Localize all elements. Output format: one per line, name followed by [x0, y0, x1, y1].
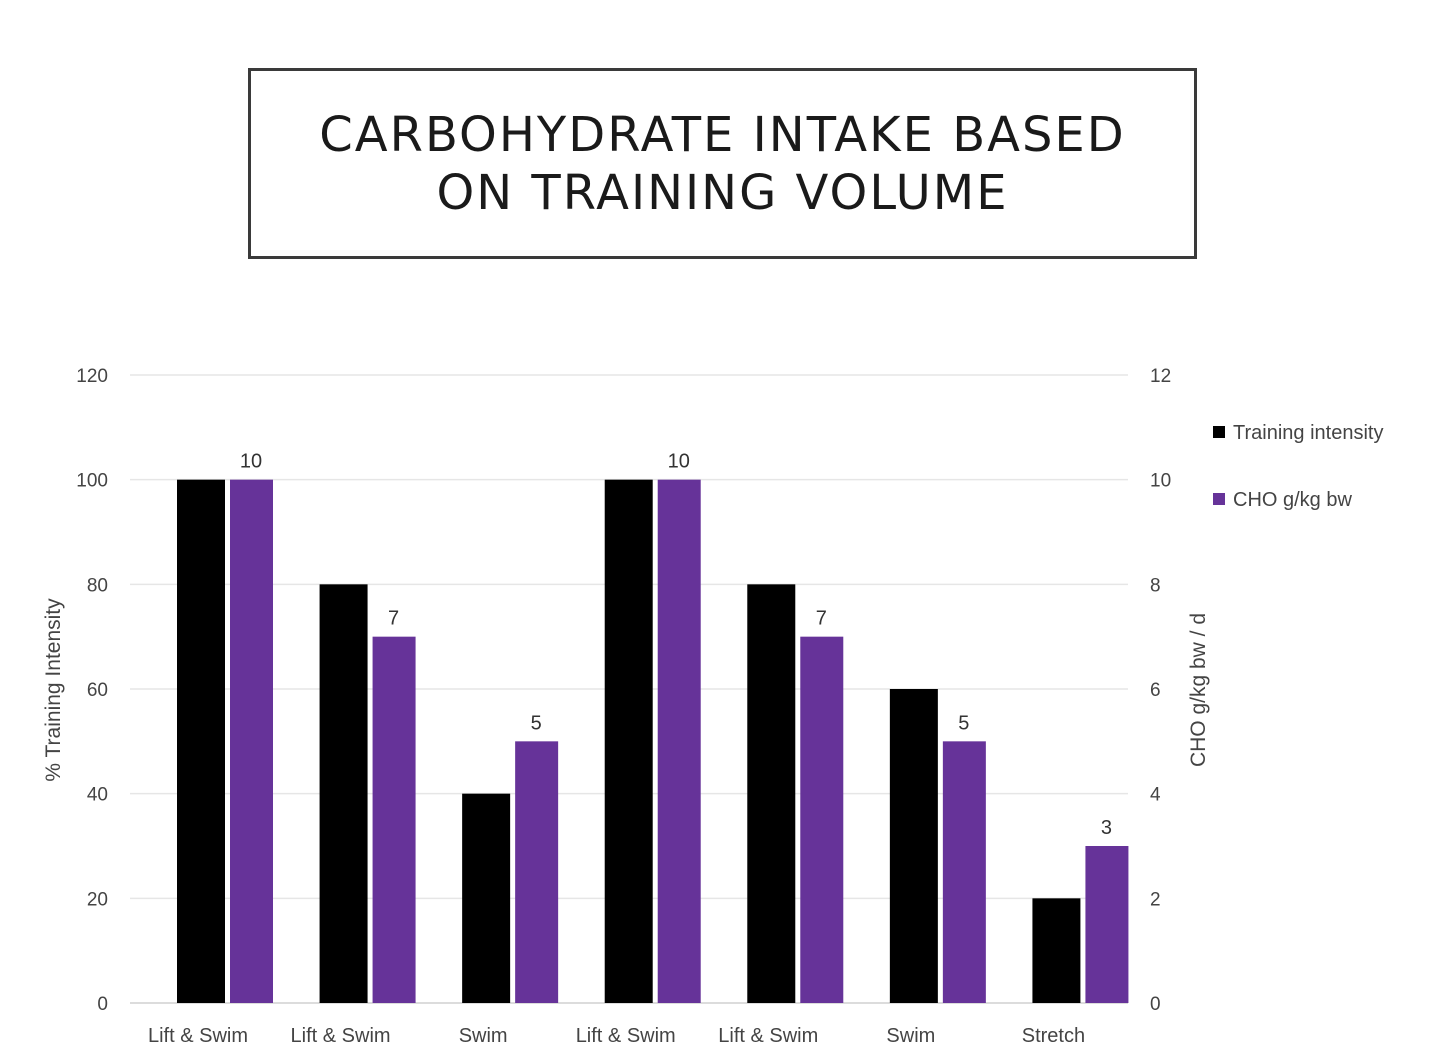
y-right-tick-label: 6: [1150, 680, 1161, 701]
x-tick-label: Swim: [459, 1025, 508, 1047]
bar-cho: [942, 741, 986, 1003]
legend-swatch: [1213, 493, 1225, 505]
x-tick-label: Swim: [886, 1025, 935, 1047]
x-tick-label: Lift & Swim: [576, 1025, 676, 1047]
chart-title: CARBOHYDRATE INTAKE BASED ON TRAINING VO…: [319, 106, 1126, 221]
x-tick-label: Lift & Swim: [148, 1025, 248, 1047]
bar-training-intensity: [462, 793, 511, 1003]
y-axis-label: % Training Intensity: [42, 598, 65, 782]
bar-cho: [657, 479, 701, 1004]
bar-training-intensity: [889, 689, 938, 1003]
y-tick-label: 60: [87, 680, 108, 701]
bar-training-intensity: [604, 479, 653, 1004]
x-tick-label: Stretch: [1022, 1025, 1085, 1047]
bar-training-intensity: [177, 479, 225, 1004]
legend-label: CHO g/kg bw: [1233, 489, 1352, 511]
x-tick-label: Lift & Swim: [718, 1025, 818, 1047]
data-label: 7: [388, 608, 399, 630]
legend-swatch: [1213, 426, 1225, 438]
y-right-axis-label: CHO g/kg bw / d: [1187, 613, 1210, 767]
y-tick-label: 20: [87, 889, 108, 910]
x-tick-label: Lift & Swim: [291, 1025, 391, 1047]
y-tick-label: 0: [97, 994, 108, 1015]
bar-cho: [372, 636, 416, 1003]
data-label: 5: [958, 712, 969, 734]
y-right-tick-label: 0: [1150, 994, 1161, 1015]
y-tick-label: 80: [87, 575, 108, 596]
y-right-tick-label: 10: [1150, 471, 1171, 492]
y-tick-label: 40: [87, 785, 108, 806]
legend-label: Training intensity: [1233, 422, 1383, 444]
y-right-tick-label: 8: [1150, 575, 1161, 596]
bar-cho: [230, 479, 273, 1004]
y-tick-label: 120: [76, 366, 108, 387]
bar-cho: [800, 636, 844, 1003]
bar-training-intensity: [319, 584, 368, 1003]
bar-cho: [515, 741, 559, 1003]
title-box: CARBOHYDRATE INTAKE BASED ON TRAINING VO…: [248, 68, 1197, 259]
y-right-tick-label: 2: [1150, 889, 1161, 910]
bar-training-intensity: [747, 584, 796, 1003]
y-right-tick-label: 12: [1150, 366, 1171, 387]
data-label: 5: [531, 712, 542, 734]
bar-training-intensity: [1032, 898, 1081, 1003]
bar-cho: [1085, 846, 1129, 1003]
y-right-tick-label: 4: [1150, 785, 1161, 806]
data-label: 10: [668, 451, 690, 473]
data-label: 10: [240, 451, 262, 473]
y-tick-label: 100: [76, 471, 108, 492]
data-label: 7: [816, 608, 827, 630]
data-label: 3: [1101, 817, 1112, 839]
